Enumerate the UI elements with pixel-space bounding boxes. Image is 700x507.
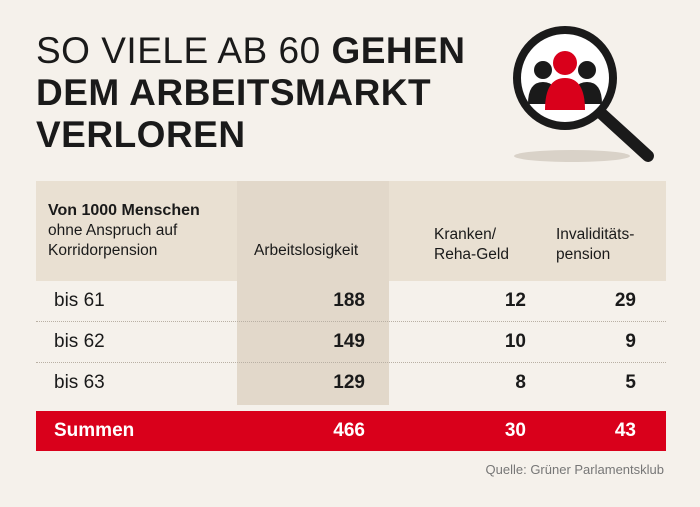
highlight-column-header-bg: [237, 181, 389, 281]
row-label: bis 61: [54, 290, 105, 311]
cell-value: 29: [614, 290, 636, 311]
sum-value: 43: [614, 420, 636, 441]
cell-value: 188: [333, 290, 365, 311]
col-header-arbeitslosigkeit-text: Arbeitslosigkeit: [254, 242, 359, 259]
title-line1-bold: GEHEN: [331, 30, 466, 71]
corner-header: Von 1000 Menschen ohne Anspruch auf Korr…: [48, 201, 238, 261]
title-line1-light: SO VIELE AB 60: [36, 30, 321, 71]
data-table: Von 1000 Menschen ohne Anspruch auf Korr…: [36, 181, 666, 451]
sum-value: 466: [333, 420, 365, 441]
col-header-arbeitslosigkeit: Arbeitslosigkeit: [254, 241, 358, 261]
col-header-kranken-line1: Kranken/: [434, 226, 497, 243]
corner-header-sub2: Korridorpension: [48, 242, 158, 259]
corner-header-sub1: ohne Anspruch auf: [48, 222, 178, 239]
row-label: bis 62: [54, 331, 105, 352]
table-row: bis 63 129 8 5: [36, 363, 666, 403]
table-row: bis 61 188 12 29: [36, 281, 666, 322]
magnifier-people-icon: [510, 18, 670, 168]
cell-value: 5: [625, 372, 636, 393]
cell-value: 129: [333, 372, 365, 393]
cell-value: 8: [515, 372, 526, 393]
cell-value: 10: [504, 331, 526, 352]
col-header-invaliditaet-line1: Invaliditäts-: [556, 226, 635, 243]
sum-label: Summen: [54, 420, 135, 441]
table-row: bis 62 149 10 9: [36, 322, 666, 363]
title-line2: DEM ARBEITSMARKT: [36, 72, 432, 113]
sum-row: Summen 466 30 43: [36, 411, 666, 451]
col-header-invaliditaet-line2: pension: [556, 246, 611, 263]
cell-value: 149: [333, 331, 365, 352]
col-header-kranken-line2: Reha-Geld: [434, 246, 509, 263]
page-title: SO VIELE AB 60 GEHEN DEM ARBEITSMARKT VE…: [36, 30, 466, 156]
col-header-invaliditaet: Invaliditäts- pension: [556, 225, 634, 265]
cell-value: 9: [625, 331, 636, 352]
col-header-kranken: Kranken/ Reha-Geld: [434, 225, 509, 265]
cell-value: 12: [504, 290, 526, 311]
title-line3: VERLOREN: [36, 114, 246, 155]
source-note: Quelle: Grüner Parlamentsklub: [485, 462, 664, 477]
sum-value: 30: [504, 420, 526, 441]
row-label: bis 63: [54, 372, 105, 393]
table-header: Von 1000 Menschen ohne Anspruch auf Korr…: [36, 181, 666, 281]
corner-header-bold: Von 1000 Menschen: [48, 202, 200, 219]
